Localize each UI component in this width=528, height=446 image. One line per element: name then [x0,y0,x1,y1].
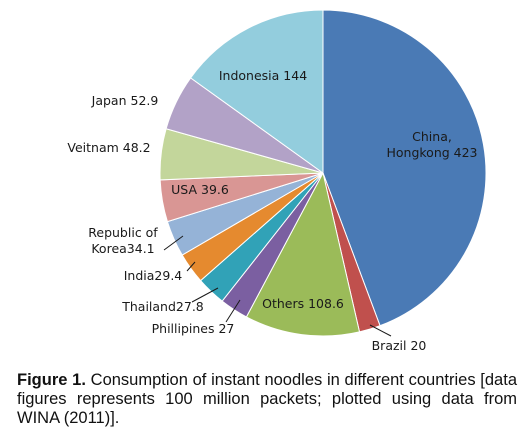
slice-label: China, Hongkong 423 [386,129,477,160]
pie-slices [159,9,487,337]
caption-label: Figure 1. [17,371,86,389]
figure-caption: Figure 1. Consumption of instant noodles… [17,371,517,428]
slice-label: Thailand27.8 [121,299,204,314]
pie-slice-china-hongkong [322,9,487,327]
leader-line [225,299,241,323]
pie-chart: China, Hongkong 423 Brazil 20 Others 108.6 P… [67,9,487,353]
slice-labels: China, Hongkong 423 Brazil 20 Others 108.6 P… [67,68,477,353]
leader-line [163,235,184,251]
slice-label: USA 39.6 [171,182,229,197]
slice-label: Others 108.6 [262,296,344,311]
leader-line [191,287,219,303]
slice-label: Japan 52.9 [91,93,159,108]
slice-label: Indonesia 144 [219,68,307,83]
pie-slice-indonesia [189,9,324,174]
slice-label: India29.4 [124,268,183,283]
pie-slice-others [245,171,361,337]
slice-label: Republic of Korea34.1 [88,225,158,256]
slice-label: Veitnam 48.2 [67,140,150,155]
slice-label: Phillipines 27 [152,321,235,336]
slice-label: Brazil 20 [372,338,427,353]
caption-text: Consumption of instant noodles in differ… [17,371,517,427]
leader-line [186,261,196,272]
leader-line [369,324,392,337]
leader-lines [163,235,392,337]
